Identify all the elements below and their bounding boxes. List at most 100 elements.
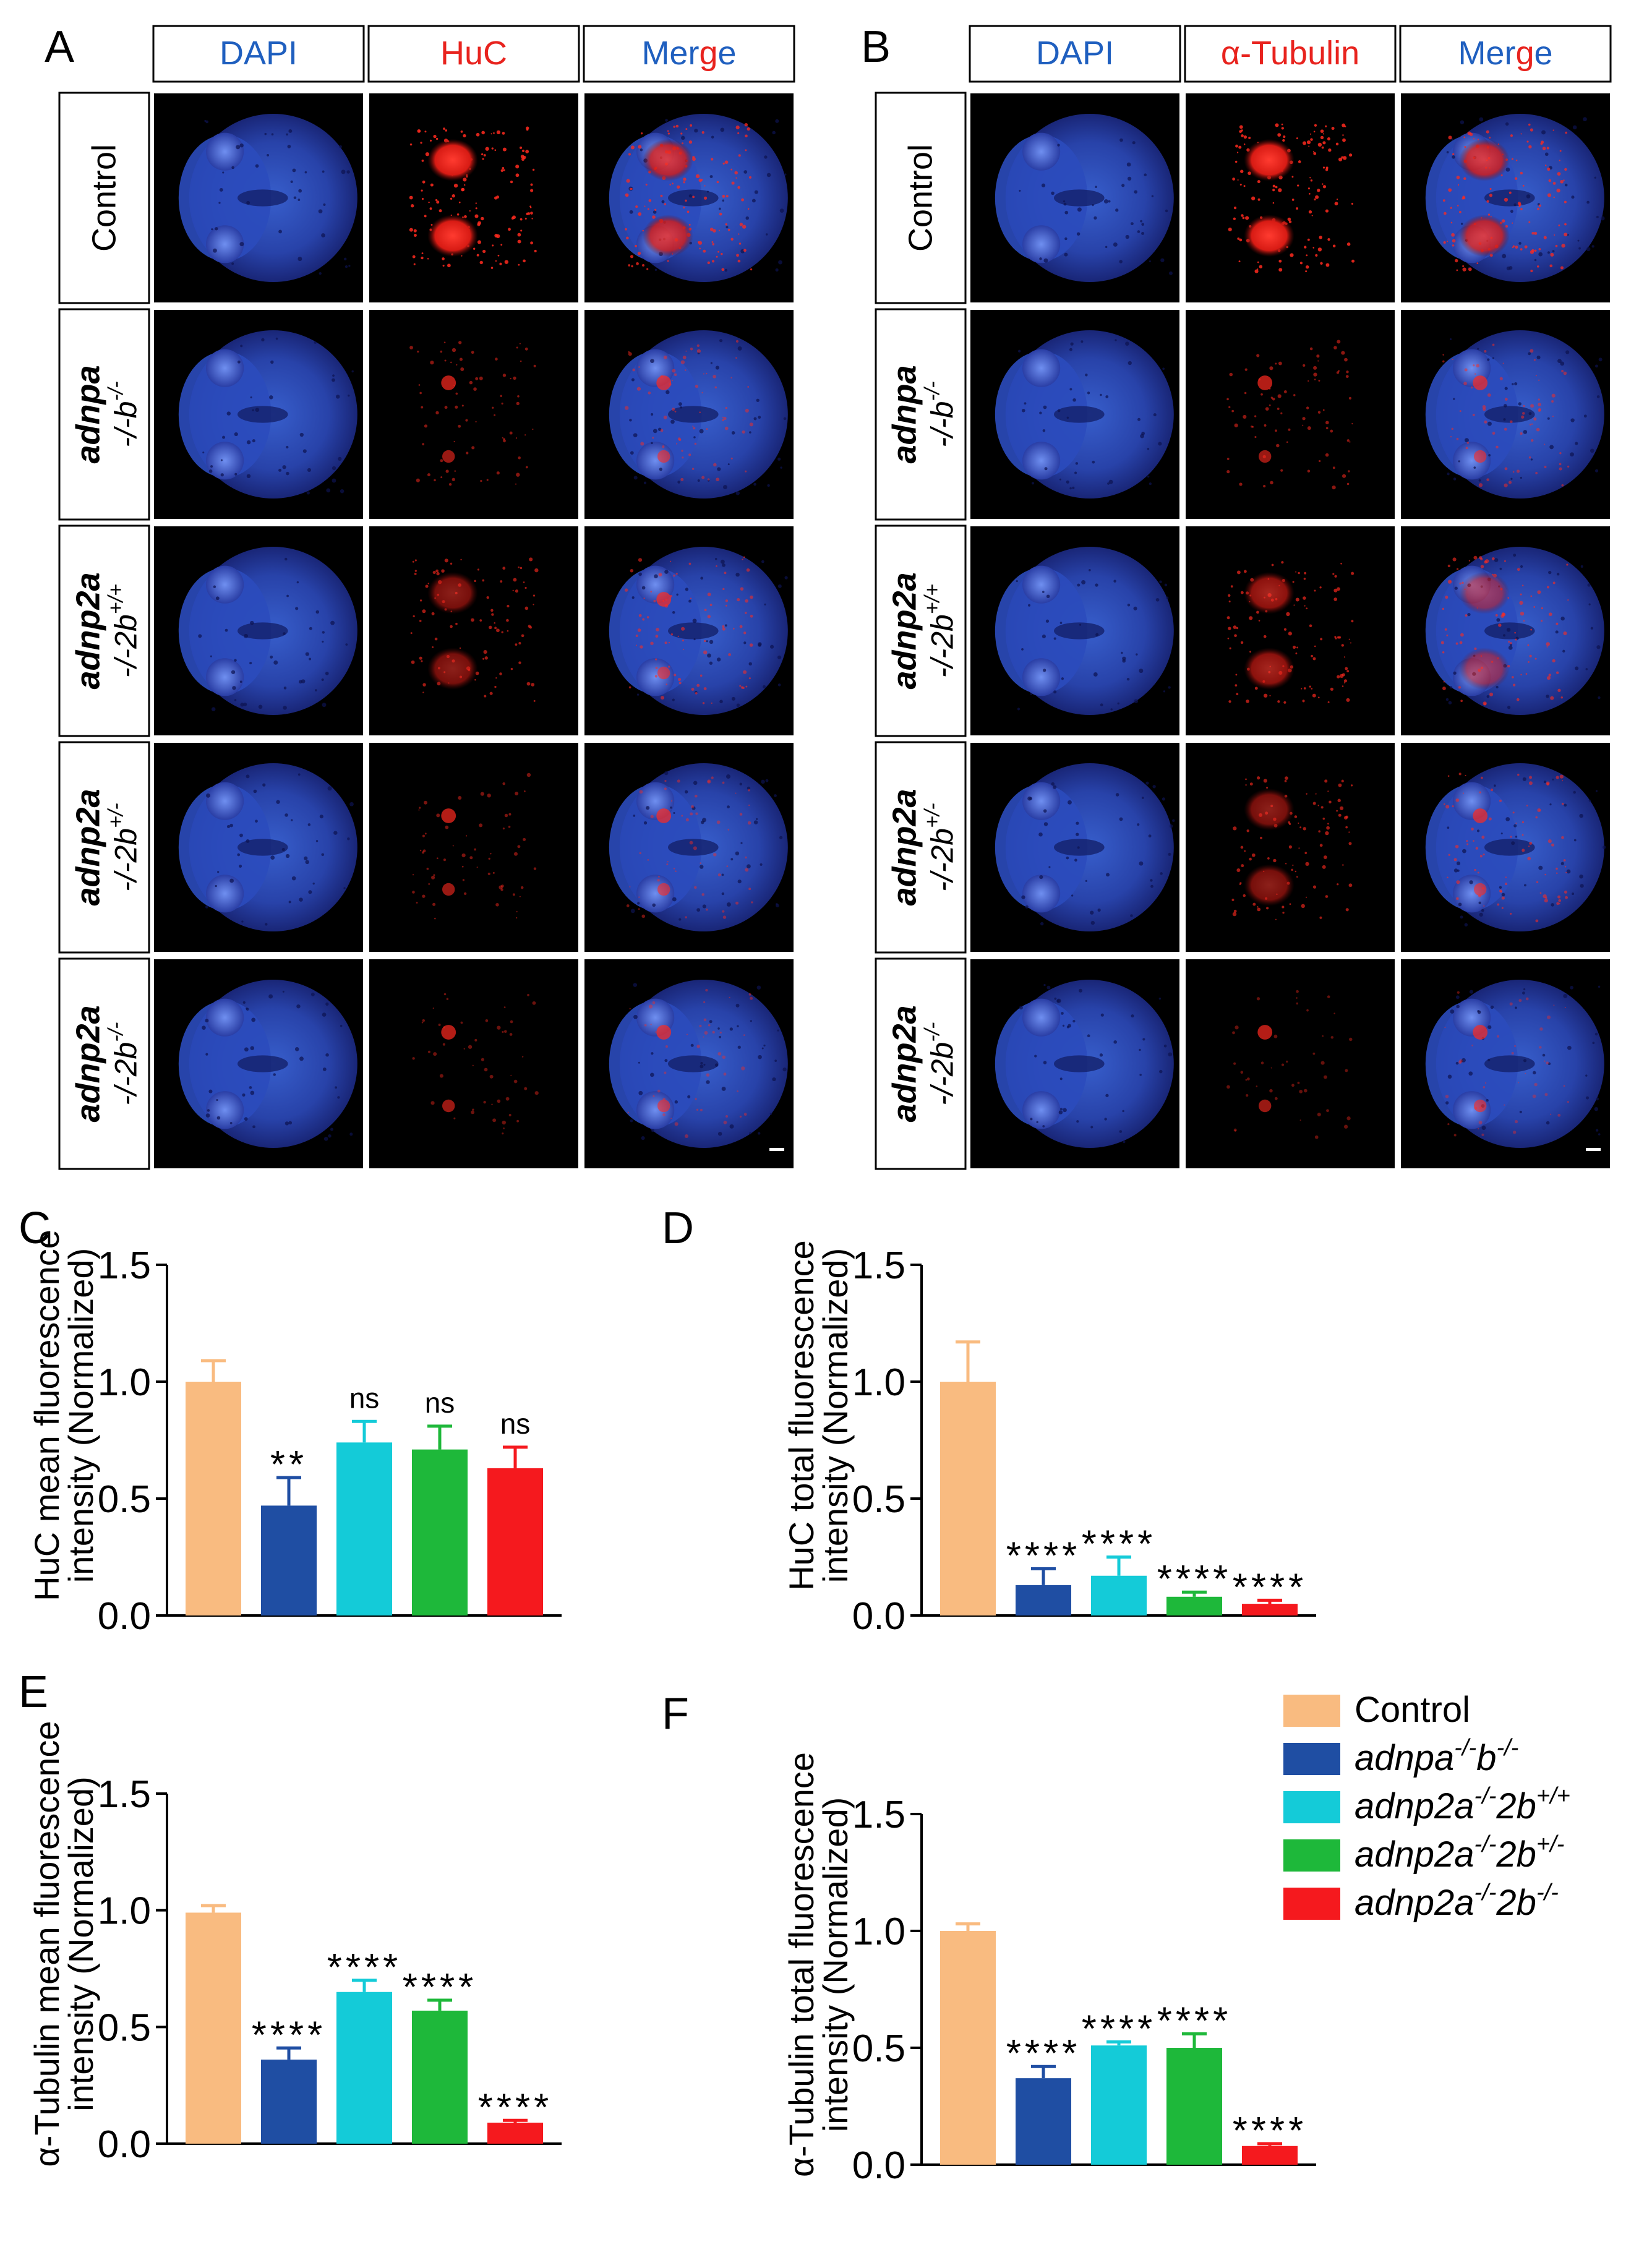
dapi-speckle (1100, 703, 1103, 707)
red-signal-dot (1259, 265, 1263, 268)
red-signal-dot (670, 1118, 672, 1119)
legend-superscript: +/+ (1536, 1783, 1570, 1809)
red-signal-dot (1513, 683, 1516, 687)
legend-label: adnp2a-/-2b+/+ (1355, 1783, 1570, 1826)
red-signal-dot (1344, 357, 1348, 362)
red-signal-dot (524, 434, 526, 436)
dapi-speckle (1538, 865, 1543, 870)
dapi-speckle (1575, 666, 1579, 670)
red-signal-dot (485, 147, 489, 151)
red-signal-dot (722, 627, 725, 631)
red-signal-dot (714, 386, 717, 389)
red-signal-dot (1330, 687, 1333, 691)
red-signal-dot (730, 457, 733, 460)
dapi-speckle (1113, 580, 1116, 583)
red-signal-dot (722, 195, 725, 198)
red-signal-dot (1548, 674, 1552, 677)
dapi-speckle (1150, 884, 1153, 888)
dapi-speckle (1053, 637, 1056, 640)
red-signal-dot (1341, 351, 1345, 355)
dapi-speckle (1445, 1101, 1449, 1105)
red-signal-dot (1346, 1116, 1351, 1121)
red-signal-dot (1539, 809, 1541, 811)
red-signal-dot (1228, 227, 1232, 232)
red-signal-dot (1559, 902, 1560, 905)
dapi-speckle (1131, 1014, 1134, 1018)
red-signal-dot (706, 908, 708, 911)
legend-swatch (1283, 1743, 1340, 1775)
red-signal-dot (455, 392, 458, 395)
red-spot (441, 375, 456, 390)
dapi-speckle (229, 1122, 233, 1124)
red-signal-dot (1343, 682, 1346, 684)
red-signal-dot (500, 888, 503, 891)
red-spot (441, 1025, 456, 1040)
dapi-speckle (677, 481, 681, 484)
red-signal-dot (683, 207, 685, 209)
dapi-speckle (779, 836, 783, 839)
red-signal-dot (1530, 628, 1533, 631)
dapi-speckle (1446, 151, 1449, 153)
dapi-speckle (1017, 349, 1021, 353)
red-signal-dot (433, 874, 435, 876)
red-signal-dot (745, 134, 748, 138)
red-signal-dot (1322, 141, 1326, 145)
red-signal-dot (1249, 651, 1252, 653)
red-signal-dot (1563, 179, 1565, 181)
red-signal-dot (1556, 776, 1559, 779)
red-signal-dot (1450, 436, 1452, 438)
red-signal-dot (1525, 673, 1528, 675)
dapi-speckle (638, 572, 642, 576)
red-signal-dot (685, 350, 687, 352)
red-signal-dot (1288, 631, 1292, 636)
red-signal-dot (1561, 484, 1564, 487)
dapi-speckle (1162, 797, 1165, 801)
dapi-speckle (1097, 908, 1101, 912)
genotype-superscript: -/- (105, 1022, 128, 1042)
red-signal-dot (1544, 443, 1546, 445)
y-tick-label: 0.5 (98, 1478, 151, 1521)
red-signal-dot (749, 422, 753, 427)
bar-2 (261, 1505, 317, 1615)
dapi-speckle (693, 436, 696, 439)
red-signal-dot (745, 856, 747, 859)
dapi-speckle (1572, 892, 1575, 896)
red-signal-dot (1257, 198, 1260, 201)
red-signal-dot (1564, 168, 1567, 171)
genotype-text: -/-2b (109, 828, 143, 892)
image-background (369, 526, 579, 736)
dapi-speckle (1511, 841, 1515, 845)
dapi-speckle (699, 865, 704, 869)
dapi-speckle (758, 416, 761, 419)
red-signal-dot (442, 1043, 445, 1046)
dapi-speckle (1487, 421, 1492, 426)
dapi-speckle (711, 135, 714, 139)
dapi-speckle (784, 173, 787, 176)
dapi-speckle (1583, 414, 1587, 418)
red-signal-dot (1281, 1063, 1285, 1066)
image-border (1400, 742, 1611, 953)
red-signal-dot (1226, 470, 1230, 474)
red-signal-dot (529, 557, 533, 562)
red-signal-dot (703, 1018, 707, 1022)
dapi-speckle (1119, 260, 1123, 263)
red-signal-dot (1471, 1044, 1474, 1046)
red-signal-dot (510, 667, 513, 670)
dapi-speckle (702, 904, 706, 909)
red-signal-dot (1338, 813, 1342, 817)
red-signal-dot (1287, 217, 1291, 221)
row-label: adnp2a -/-2b-/- (70, 1005, 143, 1122)
red-signal-dot (1257, 907, 1261, 912)
dapi-speckle (1126, 162, 1131, 167)
red-signal-dot (655, 667, 658, 669)
genotype-text: -/-2b (109, 1042, 143, 1106)
dapi-speckle (1505, 122, 1509, 126)
midline (238, 839, 288, 856)
dapi-speckle (1076, 821, 1079, 825)
dapi-speckle (745, 216, 749, 220)
dapi-speckle (724, 624, 727, 627)
red-signal-dot (1299, 1119, 1301, 1121)
legend-gene: adnpa (1355, 1738, 1454, 1778)
dapi-speckle (285, 557, 288, 561)
dapi-speckle (1502, 254, 1507, 259)
